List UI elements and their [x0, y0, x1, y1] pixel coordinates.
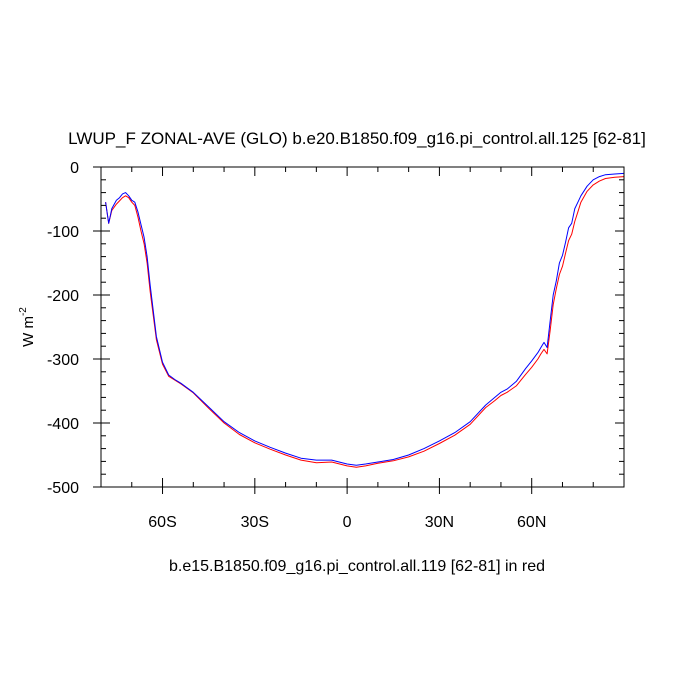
plot-frame	[100, 166, 625, 488]
y-tick-label: -500	[47, 480, 79, 497]
chart-title: LWUP_F ZONAL-AVE (GLO) b.e20.B1850.f09_g…	[68, 129, 646, 148]
y-axis-label: W m-2	[18, 307, 37, 347]
series-group	[105, 172, 625, 468]
y-tick-label: -100	[47, 224, 79, 241]
y-tick-label: -200	[47, 288, 79, 305]
y-tick-label: -300	[47, 352, 79, 369]
y-tick-label: 0	[70, 160, 79, 177]
x-tick-label: 30S	[241, 514, 269, 531]
x-axis-label: b.e15.B1850.f09_g16.pi_control.all.119 […	[169, 558, 545, 575]
x-tick-label: 60N	[517, 514, 546, 531]
x-tick-label: 60S	[148, 514, 176, 531]
series-line-1	[105, 176, 625, 468]
y-tick-label: -400	[47, 416, 79, 433]
y-axis-label-superscript: -2	[18, 307, 29, 316]
x-tick-label: 30N	[425, 514, 454, 531]
ticks-group: 0 -100 -200 -300 -400 -500 60S 30S 0 30N 60N	[47, 160, 624, 531]
y-axis-label-text: W m	[20, 316, 37, 347]
x-tick-label: 0	[343, 514, 352, 531]
series-line-0	[105, 172, 625, 466]
